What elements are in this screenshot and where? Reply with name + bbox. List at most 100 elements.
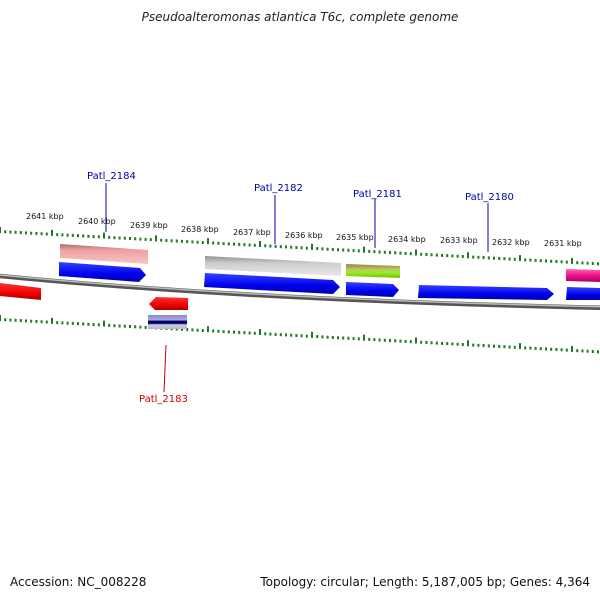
minor-tick	[40, 320, 43, 324]
minor-tick	[82, 234, 85, 238]
cds-arrow-2181[interactable]	[346, 282, 399, 297]
minor-tick	[316, 247, 319, 251]
cds-arrow-right-edge[interactable]	[566, 287, 600, 300]
minor-tick	[581, 261, 584, 265]
minor-tick	[25, 231, 27, 235]
minor-tick	[409, 252, 412, 256]
minor-tick	[4, 230, 7, 234]
minor-tick	[472, 255, 475, 259]
gene-label-patl-2182[interactable]: Patl_2182	[254, 183, 303, 194]
major-tick	[311, 243, 313, 250]
minor-tick	[373, 250, 376, 254]
feature-green-2181[interactable]	[346, 264, 400, 278]
minor-tick	[87, 234, 90, 238]
minor-tick	[347, 336, 350, 340]
minor-tick	[61, 321, 64, 325]
minor-tick	[77, 322, 79, 326]
gene-label-patl-2184[interactable]: Patl_2184	[87, 171, 136, 182]
major-tick	[0, 227, 1, 233]
minor-tick	[430, 253, 433, 257]
minor-tick	[545, 347, 547, 351]
minor-tick	[565, 260, 568, 264]
minor-tick	[331, 336, 334, 339]
cds-arrow-2182[interactable]	[204, 273, 340, 294]
minor-tick	[534, 258, 537, 262]
major-tick	[571, 257, 573, 264]
feature-magenta-right[interactable]	[566, 269, 600, 282]
minor-tick	[534, 346, 537, 350]
gene-label-patl-2180[interactable]: Patl_2180	[465, 192, 514, 203]
minor-tick	[269, 244, 272, 248]
minor-tick	[435, 253, 438, 257]
minor-tick	[97, 235, 100, 239]
cds-reverse-left[interactable]	[0, 283, 41, 300]
minor-tick	[217, 329, 220, 333]
minor-tick	[461, 255, 464, 258]
feature-pink-2184[interactable]	[60, 244, 148, 264]
feature-stripe-2183[interactable]	[148, 315, 187, 329]
minor-tick	[539, 347, 542, 351]
minor-tick	[253, 331, 256, 335]
minor-tick	[290, 245, 293, 249]
minor-tick	[30, 231, 33, 235]
minor-tick	[139, 237, 142, 241]
minor-tick	[337, 248, 339, 252]
minor-tick	[394, 339, 397, 343]
minor-tick	[196, 328, 199, 332]
minor-tick	[389, 251, 391, 255]
major-tick	[103, 232, 105, 239]
minor-tick	[77, 234, 79, 238]
minor-tick	[524, 346, 527, 350]
minor-tick	[217, 241, 220, 245]
minor-tick	[97, 323, 100, 327]
major-tick	[363, 334, 365, 341]
minor-tick	[482, 344, 485, 348]
major-tick	[51, 229, 53, 236]
minor-tick	[430, 341, 433, 345]
minor-tick	[373, 338, 376, 342]
minor-tick	[441, 253, 443, 257]
minor-tick	[560, 260, 563, 264]
kbp-label: 2641 kbp	[26, 212, 64, 221]
minor-tick	[586, 261, 589, 265]
minor-tick	[368, 337, 371, 341]
feature-gray-2182[interactable]	[205, 256, 341, 276]
minor-tick	[9, 318, 12, 322]
kbp-label: 2640 kbp	[78, 217, 116, 226]
minor-tick	[264, 332, 267, 336]
minor-tick	[357, 249, 360, 253]
minor-tick	[399, 339, 402, 343]
minor-tick	[404, 251, 407, 255]
minor-tick	[513, 257, 516, 261]
minor-tick	[446, 254, 449, 258]
minor-tick	[565, 348, 568, 352]
minor-tick	[503, 257, 506, 261]
cds-arrow-2183[interactable]	[149, 297, 188, 310]
kbp-label: 2631 kbp	[544, 239, 582, 248]
minor-tick	[352, 249, 355, 253]
minor-tick	[92, 235, 95, 239]
minor-tick	[222, 242, 225, 246]
gene-label-patl-2183[interactable]: Patl_2183	[139, 394, 188, 405]
tick-row-inner	[0, 315, 599, 354]
major-tick	[467, 252, 469, 259]
minor-tick	[134, 237, 137, 241]
minor-tick	[524, 258, 527, 262]
minor-tick	[238, 330, 241, 334]
minor-tick	[420, 252, 423, 256]
gene-label-patl-2181[interactable]: Patl_2181	[353, 189, 402, 200]
minor-tick	[597, 262, 599, 266]
minor-tick	[576, 261, 579, 265]
kbp-label: 2633 kbp	[440, 236, 478, 245]
minor-tick	[285, 245, 287, 249]
minor-tick	[274, 332, 277, 336]
major-tick	[311, 331, 313, 338]
minor-tick	[493, 256, 495, 260]
minor-tick	[212, 329, 215, 333]
cds-arrow-2180[interactable]	[418, 285, 554, 300]
minor-tick	[591, 350, 594, 353]
minor-tick	[456, 254, 459, 258]
cds-arrow-2184[interactable]	[59, 262, 146, 282]
minor-tick	[170, 239, 173, 243]
minor-tick	[233, 242, 235, 246]
